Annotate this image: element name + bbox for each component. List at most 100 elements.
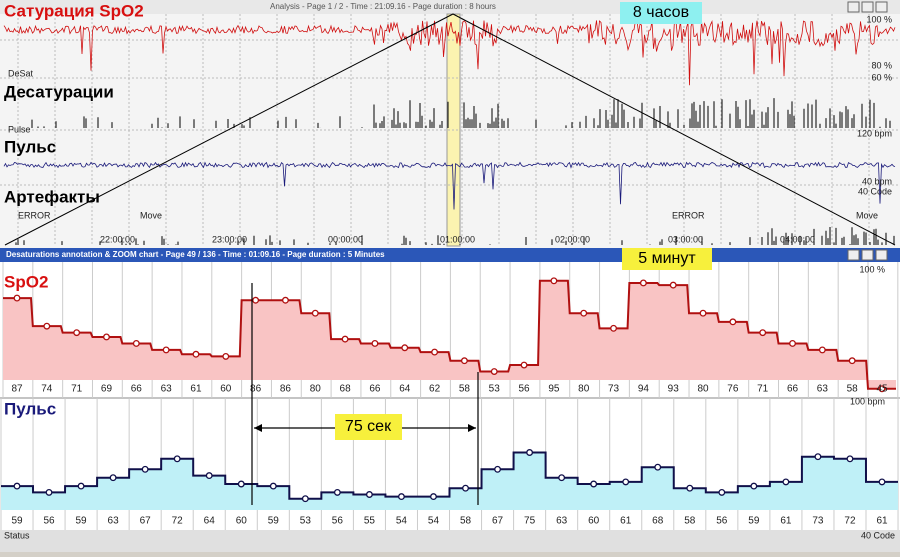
spo2-value: 95 bbox=[548, 384, 560, 395]
artifacts-label: Артефакты bbox=[4, 187, 100, 206]
spo2-value: 71 bbox=[71, 384, 83, 395]
zoom-duration-box bbox=[622, 248, 712, 270]
spo2-point bbox=[281, 296, 289, 304]
spo2-overview-label: Сатурация SpO2 bbox=[4, 1, 144, 20]
spo2-point bbox=[550, 277, 558, 285]
spo2-zoom-label: SpO2 bbox=[4, 272, 48, 291]
spo2-scale: 100 % bbox=[859, 264, 885, 274]
pulse-point bbox=[526, 449, 534, 456]
pulse-value: 59 bbox=[268, 516, 280, 527]
spo2-value: 86 bbox=[280, 384, 292, 395]
pulse-value: 67 bbox=[140, 516, 152, 527]
pulse-point bbox=[430, 493, 437, 501]
spo2-value: 80 bbox=[697, 384, 709, 395]
pulse-value: 59 bbox=[748, 516, 760, 527]
pulse-point bbox=[13, 482, 21, 490]
scale-label: 60 % bbox=[871, 72, 892, 82]
pulse-value: 60 bbox=[588, 516, 600, 527]
artifact-bars bbox=[15, 227, 895, 245]
spo2-value: 66 bbox=[369, 384, 381, 395]
spo2-value: 62 bbox=[429, 384, 441, 395]
spo2-trace bbox=[3, 19, 896, 86]
pulse-scale: 100 bpm bbox=[850, 396, 885, 406]
spo2-value: 68 bbox=[340, 384, 352, 395]
time-label: 03:00:00 bbox=[668, 234, 703, 244]
pulse-value: 64 bbox=[204, 516, 216, 527]
spo2-point bbox=[103, 333, 110, 341]
pulse-value: 58 bbox=[460, 516, 472, 527]
maximize-button[interactable] bbox=[861, 1, 874, 13]
pulse-value: 61 bbox=[876, 516, 888, 527]
channel-label: Pulse bbox=[8, 124, 31, 134]
spo2-value: 60 bbox=[220, 384, 232, 395]
close-button[interactable] bbox=[875, 1, 888, 13]
status-label: Status bbox=[4, 530, 30, 540]
desat-spikes bbox=[31, 98, 891, 128]
spo2-point bbox=[520, 361, 528, 369]
minimize-button[interactable] bbox=[847, 249, 860, 261]
pulse-value: 59 bbox=[11, 516, 23, 527]
pulse-value: 56 bbox=[716, 516, 728, 527]
spo2-value: 93 bbox=[668, 384, 680, 395]
pulse-point bbox=[365, 491, 373, 498]
desat-label: Десатурации bbox=[4, 82, 114, 101]
time-label: 00:00:00 bbox=[328, 234, 363, 244]
pulse-point bbox=[397, 493, 405, 501]
pulse-point bbox=[269, 482, 277, 490]
pulse-overview-label: Пульс bbox=[4, 137, 56, 156]
spo2-value: 58 bbox=[459, 384, 471, 395]
spo2-value: 76 bbox=[727, 384, 739, 395]
pulse-value: 60 bbox=[236, 516, 248, 527]
spo2-point bbox=[162, 346, 170, 354]
pulse-value: 73 bbox=[812, 516, 824, 527]
zoom-title: Desaturations annotation & ZOOM chart - … bbox=[6, 250, 385, 259]
spo2-point bbox=[73, 329, 81, 337]
spo2-point bbox=[610, 324, 618, 332]
pulse-point bbox=[750, 482, 758, 490]
interval-label: 75 сек bbox=[345, 418, 392, 435]
spo2-point bbox=[192, 350, 200, 358]
spo2-step-line bbox=[3, 279, 896, 390]
pulse-point bbox=[333, 488, 341, 496]
pulse-value: 58 bbox=[684, 516, 696, 527]
spo2-value: 63 bbox=[161, 384, 173, 395]
pulse-point bbox=[301, 495, 309, 503]
pulse-point bbox=[109, 474, 117, 482]
pulse-point bbox=[814, 453, 822, 461]
spo2-point bbox=[580, 309, 588, 317]
spo2-value: 71 bbox=[757, 384, 769, 395]
spo2-point bbox=[371, 339, 379, 347]
scale-label: 40 Code bbox=[858, 186, 892, 196]
pulse-value: 59 bbox=[76, 516, 88, 527]
pulse-point bbox=[141, 465, 149, 473]
spo2-point bbox=[252, 296, 260, 304]
maximize-button[interactable] bbox=[861, 249, 874, 261]
pulse-point bbox=[173, 455, 181, 463]
scale-label: 100 % bbox=[866, 14, 892, 24]
pulse-value: 72 bbox=[844, 516, 856, 527]
code-label: 40 Code bbox=[861, 530, 895, 540]
spo2-value: 87 bbox=[11, 384, 23, 395]
close-button[interactable] bbox=[875, 249, 888, 261]
pulse-value: 67 bbox=[492, 516, 504, 527]
spo2-point bbox=[759, 329, 767, 337]
spo2-value: 53 bbox=[489, 384, 501, 395]
spo2-point bbox=[222, 352, 230, 360]
spo2-point bbox=[699, 309, 707, 317]
spo2-value: 86 bbox=[250, 384, 262, 395]
duration-label: 8 часов bbox=[633, 4, 689, 21]
pulse-value: 55 bbox=[364, 516, 376, 527]
spo2-point bbox=[401, 344, 409, 352]
time-label: 04:00:00 bbox=[780, 234, 815, 244]
minimize-button[interactable] bbox=[847, 1, 860, 13]
pulse-zoom-label: Пульс bbox=[4, 399, 56, 418]
spo2-value: 80 bbox=[310, 384, 322, 395]
pulse-value: 75 bbox=[524, 516, 536, 527]
spo2-point bbox=[729, 318, 737, 326]
pulse-value: 61 bbox=[620, 516, 632, 527]
spo2-value: 94 bbox=[638, 384, 650, 395]
spo2-value: 58 bbox=[847, 384, 859, 395]
time-label: 01:00:00 bbox=[440, 234, 475, 244]
